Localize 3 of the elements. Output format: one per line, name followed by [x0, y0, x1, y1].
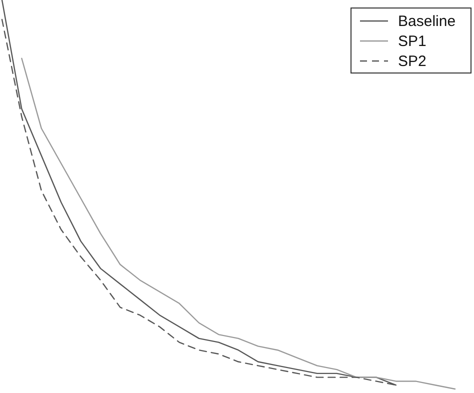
legend-label: SP1: [398, 33, 426, 50]
legend-label: Baseline: [398, 13, 456, 30]
legend-label: SP2: [398, 53, 426, 70]
